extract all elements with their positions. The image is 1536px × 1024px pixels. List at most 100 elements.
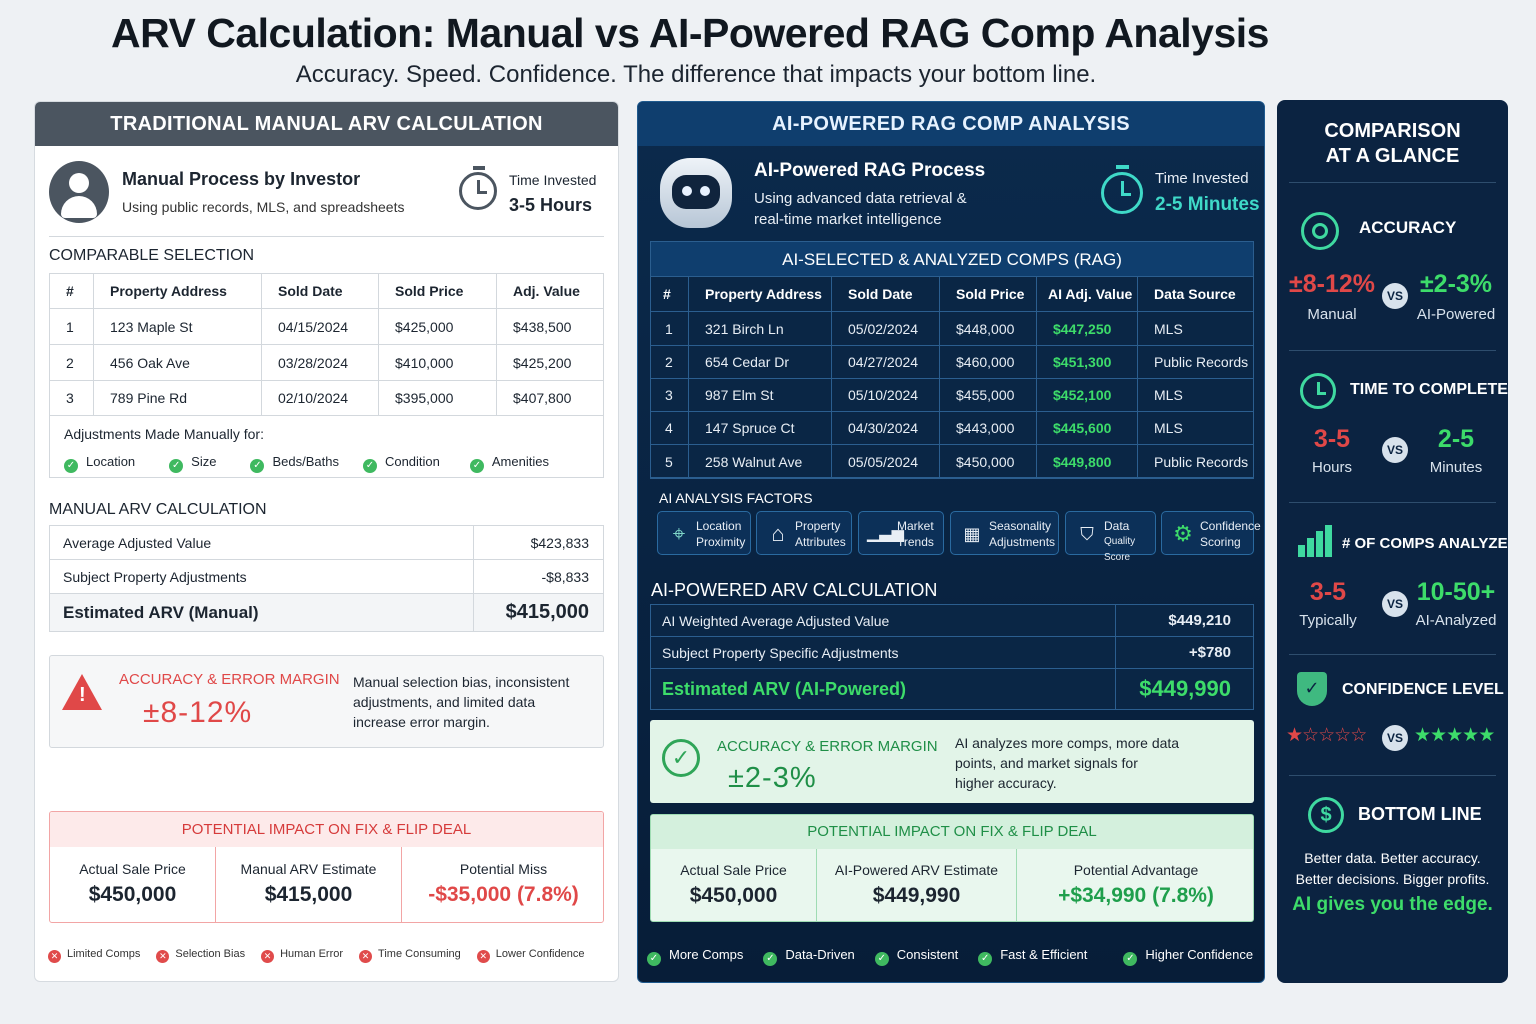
con-item: Lower Confidence — [495, 948, 585, 960]
clock-icon — [1300, 373, 1336, 409]
calc-value: -$8,833 — [473, 559, 604, 594]
ai-impact-box: POTENTIAL IMPACT ON FIX & FLIP DEAL Actu… — [650, 814, 1254, 922]
cell: $410,000 — [378, 344, 497, 381]
factor-confidence: ⚙ Confidence Scoring — [1161, 511, 1261, 555]
comps-label: # OF COMPS ANALYZED — [1342, 535, 1508, 552]
time-manual-value: 3-5 — [1313, 425, 1351, 453]
adjustments-label: Adjustments Made Manually for: — [64, 426, 264, 442]
col-header: Property Address — [93, 273, 262, 309]
process-title: AI-Powered RAG Process — [754, 160, 986, 181]
pro-item: Data-Driven — [785, 947, 855, 962]
cons-list: ✕ Limited Comps ✕ Selection Bias ✕ Human Erro… — [48, 948, 584, 963]
calc-heading: AI-POWERED ARV CALCULATION — [651, 580, 938, 600]
con-item: Human Error — [280, 948, 344, 960]
col-header: Sold Price — [378, 273, 497, 309]
pro-item: Higher Confidence — [1145, 947, 1254, 962]
star-filled-icon: ★ — [1414, 725, 1431, 746]
page-subtitle: Accuracy. Speed. Confidence. The differe… — [295, 61, 1097, 88]
house-icon: ⌂ — [771, 521, 785, 546]
ai-confidence-stars: ★★★★★ — [1414, 724, 1495, 747]
col-header: # — [650, 276, 689, 312]
warning-mark: ! — [79, 684, 86, 706]
accuracy-ai-sub: AI-Powered — [1416, 306, 1496, 323]
cell: 456 Oak Ave — [93, 344, 262, 381]
cell: 03/28/2024 — [261, 344, 379, 381]
check-icon: ✓ — [763, 952, 778, 966]
accuracy-label: ACCURACY — [1359, 218, 1457, 237]
accuracy-manual-value: ±8-12% — [1289, 270, 1375, 298]
table-row: 2 654 Cedar Dr 04/27/2024 $460,000 $451,300 P… — [650, 345, 1254, 379]
time-value: 2-5 Minutes — [1155, 194, 1260, 215]
manual-confidence-stars: ★☆☆☆☆ — [1286, 724, 1367, 747]
manual-panel: TRADITIONAL MANUAL ARV CALCULATION Manua… — [34, 101, 619, 982]
factor-property: ⌂ Property Attributes — [756, 511, 852, 555]
time-ai-sub: Minutes — [1429, 459, 1483, 476]
confidence-label: CONFIDENCE LEVEL — [1342, 681, 1504, 698]
adjustments-box: Adjustments Made Manually for: ✓ Location… — [49, 415, 604, 478]
col-header: AI Adj. Value — [1036, 276, 1138, 312]
table-row: 3 789 Pine Rd 02/10/2024 $395,000 $407,800 — [49, 380, 604, 416]
estimated-arv-value: $415,000 — [473, 593, 604, 632]
con-item: Time Consuming — [378, 948, 461, 960]
star-filled-icon: ★ — [1462, 725, 1479, 746]
check-icon: ✓ — [978, 952, 993, 966]
glance-panel: COMPARISON AT A GLANCE ACCURACY ±8-12% Ma… — [1277, 100, 1508, 983]
impact-cell: Potential Miss -$35,000 (7.8%) — [428, 861, 579, 906]
star-empty-icon: ☆ — [1318, 725, 1335, 746]
stopwatch-icon — [459, 166, 497, 210]
accuracy-desc: AI analyzes more comps, more data points,… — [955, 735, 1180, 791]
check-icon: ✓ — [469, 459, 484, 473]
pro-item: More Comps — [669, 947, 744, 962]
time-label: Time Invested — [509, 172, 597, 188]
con-item: Selection Bias — [175, 948, 246, 960]
check-icon: ✓ — [250, 459, 265, 473]
cell: 1 — [49, 308, 94, 345]
impact-title: POTENTIAL IMPACT ON FIX & FLIP DEAL — [50, 812, 603, 847]
impact-cell: Potential Advantage +$34,990 (7.8%) — [1058, 862, 1214, 907]
pros-list: ✓ More Comps ✓ Data-Driven ✓ Consistent ✓ Fast … — [647, 947, 1253, 966]
check-icon: ✓ — [362, 459, 377, 473]
vs-badge: VS — [1382, 591, 1408, 617]
accuracy-ai-value: ±2-3% — [1419, 270, 1493, 298]
x-icon: ✕ — [156, 950, 170, 963]
bottom-line-text: Better data. Better accuracy. Better deci… — [1295, 850, 1490, 887]
comps-manual-sub: Typically — [1299, 612, 1357, 629]
glance-title: COMPARISON AT A GLANCE — [1324, 120, 1461, 167]
cell: 02/10/2024 — [261, 380, 379, 416]
process-desc: Using public records, MLS, and spreadshe… — [122, 199, 405, 215]
factor-market: ▁▃▅ Market Trends — [858, 511, 944, 555]
process-desc: Using advanced data retrieval & real-time… — [754, 190, 967, 228]
factors-heading: AI ANALYSIS FACTORS — [659, 490, 813, 506]
calc-label: Subject Property Adjustments — [49, 559, 474, 594]
adjustment-item: Condition — [384, 454, 440, 469]
accuracy-value: ±8-12% — [143, 696, 253, 729]
check-icon: ✓ — [647, 952, 661, 966]
ai-accuracy-box: ✓ ACCURACY & ERROR MARGIN ±2-3% AI analy… — [650, 720, 1254, 803]
calc-value: +$780 — [1115, 636, 1254, 669]
investor-avatar-icon — [49, 161, 109, 223]
check-icon: ✓ — [169, 459, 184, 473]
adjustment-item: Beds/Baths — [272, 454, 339, 469]
x-icon: ✕ — [476, 950, 490, 963]
impact-title: POTENTIAL IMPACT ON FIX & FLIP DEAL — [651, 815, 1253, 849]
calc-heading: MANUAL ARV CALCULATION — [49, 501, 267, 518]
estimated-arv-label: Estimated ARV (Manual) — [49, 593, 474, 632]
vs-badge: VS — [1382, 283, 1408, 309]
ai-calc-table: AI Weighted Average Adjusted Value $449,2… — [650, 604, 1254, 710]
cell: 2 — [49, 344, 94, 381]
time-label: TIME TO COMPLETE — [1350, 381, 1508, 398]
col-header: Data Source — [1137, 276, 1254, 312]
cell: $438,500 — [496, 308, 604, 345]
accuracy-title: ACCURACY & ERROR MARGIN — [717, 738, 938, 755]
comp-heading: AI-SELECTED & ANALYZED COMPS (RAG) — [651, 242, 1253, 277]
col-header: Sold Date — [831, 276, 940, 312]
vs-badge: VS — [1382, 437, 1408, 463]
table-row: 4 147 Spruce Ct 04/30/2024 $443,000 $445,600… — [650, 411, 1254, 445]
robot-icon — [660, 158, 732, 228]
adjustment-item: Location — [86, 454, 136, 469]
check-icon: ✓ — [64, 459, 78, 473]
gear-target-icon: ⚙ — [1173, 521, 1193, 546]
accuracy-manual-sub: Manual — [1307, 306, 1357, 323]
star-empty-icon: ☆ — [1334, 725, 1351, 746]
ai-comps-table: # Property Address Sold Date Sold Price AI A… — [650, 276, 1254, 479]
